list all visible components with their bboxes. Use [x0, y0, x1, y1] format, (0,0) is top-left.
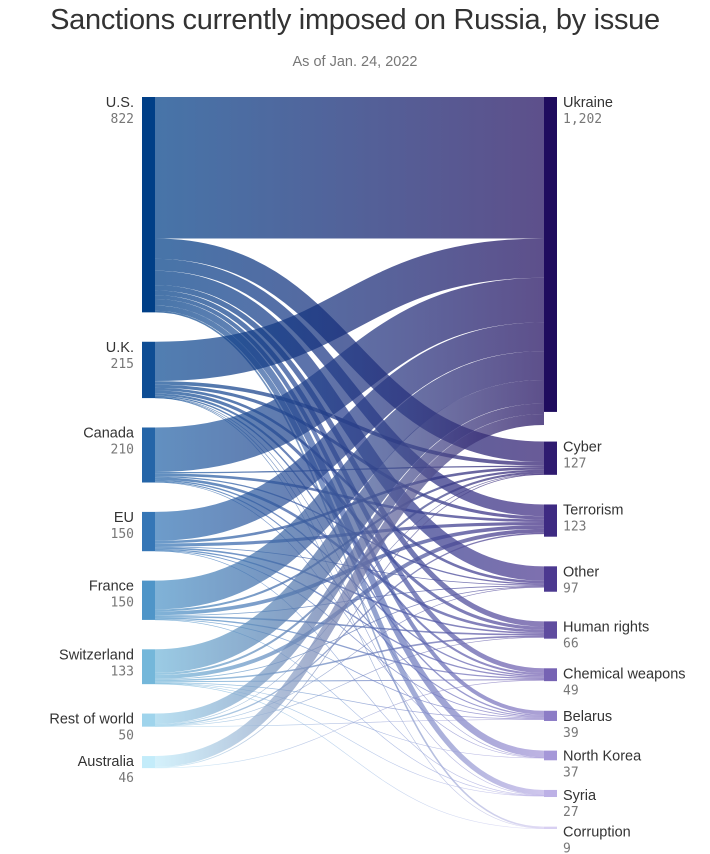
source-node-eu [142, 511, 155, 552]
target-value-belarus: 39 [563, 726, 579, 741]
source-value-u-s: 822 [111, 112, 134, 127]
link-eu-to-syria [154, 550, 545, 796]
node-layer [142, 97, 557, 829]
target-label-north-korea: North Korea [563, 749, 642, 765]
source-value-france: 150 [111, 596, 134, 611]
link-u-k-to-terrorism [154, 384, 545, 520]
target-value-ukraine: 1,202 [563, 112, 602, 127]
source-value-rest-of-world: 50 [118, 729, 134, 744]
target-value-other: 97 [563, 581, 579, 596]
target-node-other [544, 566, 557, 592]
source-node-rest-of-world [142, 713, 155, 727]
link-u-k-to-ukraine [154, 238, 545, 382]
link-layer [154, 96, 545, 830]
link-eu-to-cyber [154, 466, 545, 544]
target-node-chemical-weapons [544, 668, 557, 682]
source-value-eu: 150 [111, 527, 134, 542]
source-label-u-k: U.K. [106, 340, 134, 356]
target-value-corruption: 9 [563, 842, 571, 854]
target-label-chemical-weapons: Chemical weapons [563, 666, 686, 682]
target-label-cyber: Cyber [563, 440, 602, 456]
link-france-to-ukraine [154, 351, 545, 610]
source-label-france: France [89, 579, 134, 595]
target-value-chemical-weapons: 49 [563, 683, 579, 698]
source-node-u-s [142, 97, 155, 313]
target-label-other: Other [563, 564, 599, 580]
link-eu-to-ukraine [154, 322, 545, 541]
source-label-switzerland: Switzerland [59, 647, 134, 663]
chart-subtitle: As of Jan. 24, 2022 [292, 54, 418, 70]
label-layer: U.S.822U.K.215Canada210EU150France150Swi… [49, 95, 685, 854]
link-rest-of-world-to-human-rights [154, 637, 545, 727]
target-node-belarus [544, 710, 557, 721]
target-label-terrorism: Terrorism [563, 502, 623, 518]
link-switzerland-to-terrorism [154, 528, 545, 679]
source-value-australia: 46 [118, 771, 134, 786]
link-switzerland-to-syria [154, 683, 545, 797]
chart-title: Sanctions currently imposed on Russia, b… [50, 4, 660, 36]
source-node-france [142, 580, 155, 620]
source-value-u-k: 215 [111, 357, 134, 372]
link-australia-to-chemical-weapons [154, 679, 545, 769]
link-france-to-belarus [154, 618, 545, 719]
link-u-s-to-human-rights [154, 285, 545, 627]
link-australia-to-cyber [154, 474, 545, 768]
link-switzerland-to-ukraine [154, 379, 545, 673]
target-node-terrorism [544, 504, 557, 537]
target-label-belarus: Belarus [563, 709, 612, 725]
target-node-human-rights [544, 621, 557, 639]
target-value-cyber: 127 [563, 457, 586, 472]
target-node-corruption [544, 826, 557, 829]
source-label-canada: Canada [83, 425, 135, 441]
target-label-human-rights: Human rights [563, 619, 649, 635]
target-value-north-korea: 37 [563, 766, 579, 781]
target-value-syria: 27 [563, 805, 579, 820]
link-australia-to-ukraine [154, 414, 545, 768]
source-label-australia: Australia [78, 754, 135, 770]
source-value-switzerland: 133 [111, 664, 134, 679]
link-canada-to-ukraine [154, 277, 545, 473]
source-label-u-s: U.S. [106, 95, 134, 111]
link-rest-of-world-to-belarus [154, 719, 545, 727]
source-node-canada [142, 427, 155, 483]
link-canada-to-chemical-weapons [154, 479, 545, 677]
source-node-u-k [142, 341, 155, 399]
link-switzerland-to-human-rights [154, 635, 545, 682]
link-switzerland-to-chemical-weapons [154, 679, 545, 683]
link-eu-to-belarus [154, 550, 545, 718]
link-canada-to-north-korea [154, 482, 545, 759]
link-rest-of-world-to-ukraine [154, 403, 545, 725]
source-node-australia [142, 756, 155, 769]
link-switzerland-to-belarus [154, 682, 545, 720]
link-france-to-syria [154, 619, 545, 797]
source-label-rest-of-world: Rest of world [49, 712, 134, 728]
link-switzerland-to-north-korea [154, 682, 545, 759]
link-switzerland-to-other [154, 586, 545, 680]
target-node-cyber [544, 441, 557, 475]
target-node-syria [544, 789, 557, 798]
link-switzerland-to-corruption [154, 683, 545, 830]
link-france-to-human-rights [154, 615, 545, 636]
target-value-human-rights: 66 [563, 636, 579, 651]
target-label-corruption: Corruption [563, 825, 631, 841]
source-label-eu: EU [114, 510, 134, 526]
target-value-terrorism: 123 [563, 519, 586, 534]
source-node-switzerland [142, 649, 155, 685]
target-label-ukraine: Ukraine [563, 95, 613, 111]
link-rest-of-world-to-other [154, 586, 545, 727]
link-eu-to-chemical-weapons [154, 548, 545, 678]
target-label-syria: Syria [563, 788, 597, 804]
link-france-to-chemical-weapons [154, 617, 545, 680]
target-node-ukraine [544, 97, 557, 412]
target-node-north-korea [544, 750, 557, 761]
source-value-canada: 210 [111, 442, 134, 457]
link-rest-of-world-to-terrorism [154, 532, 545, 726]
